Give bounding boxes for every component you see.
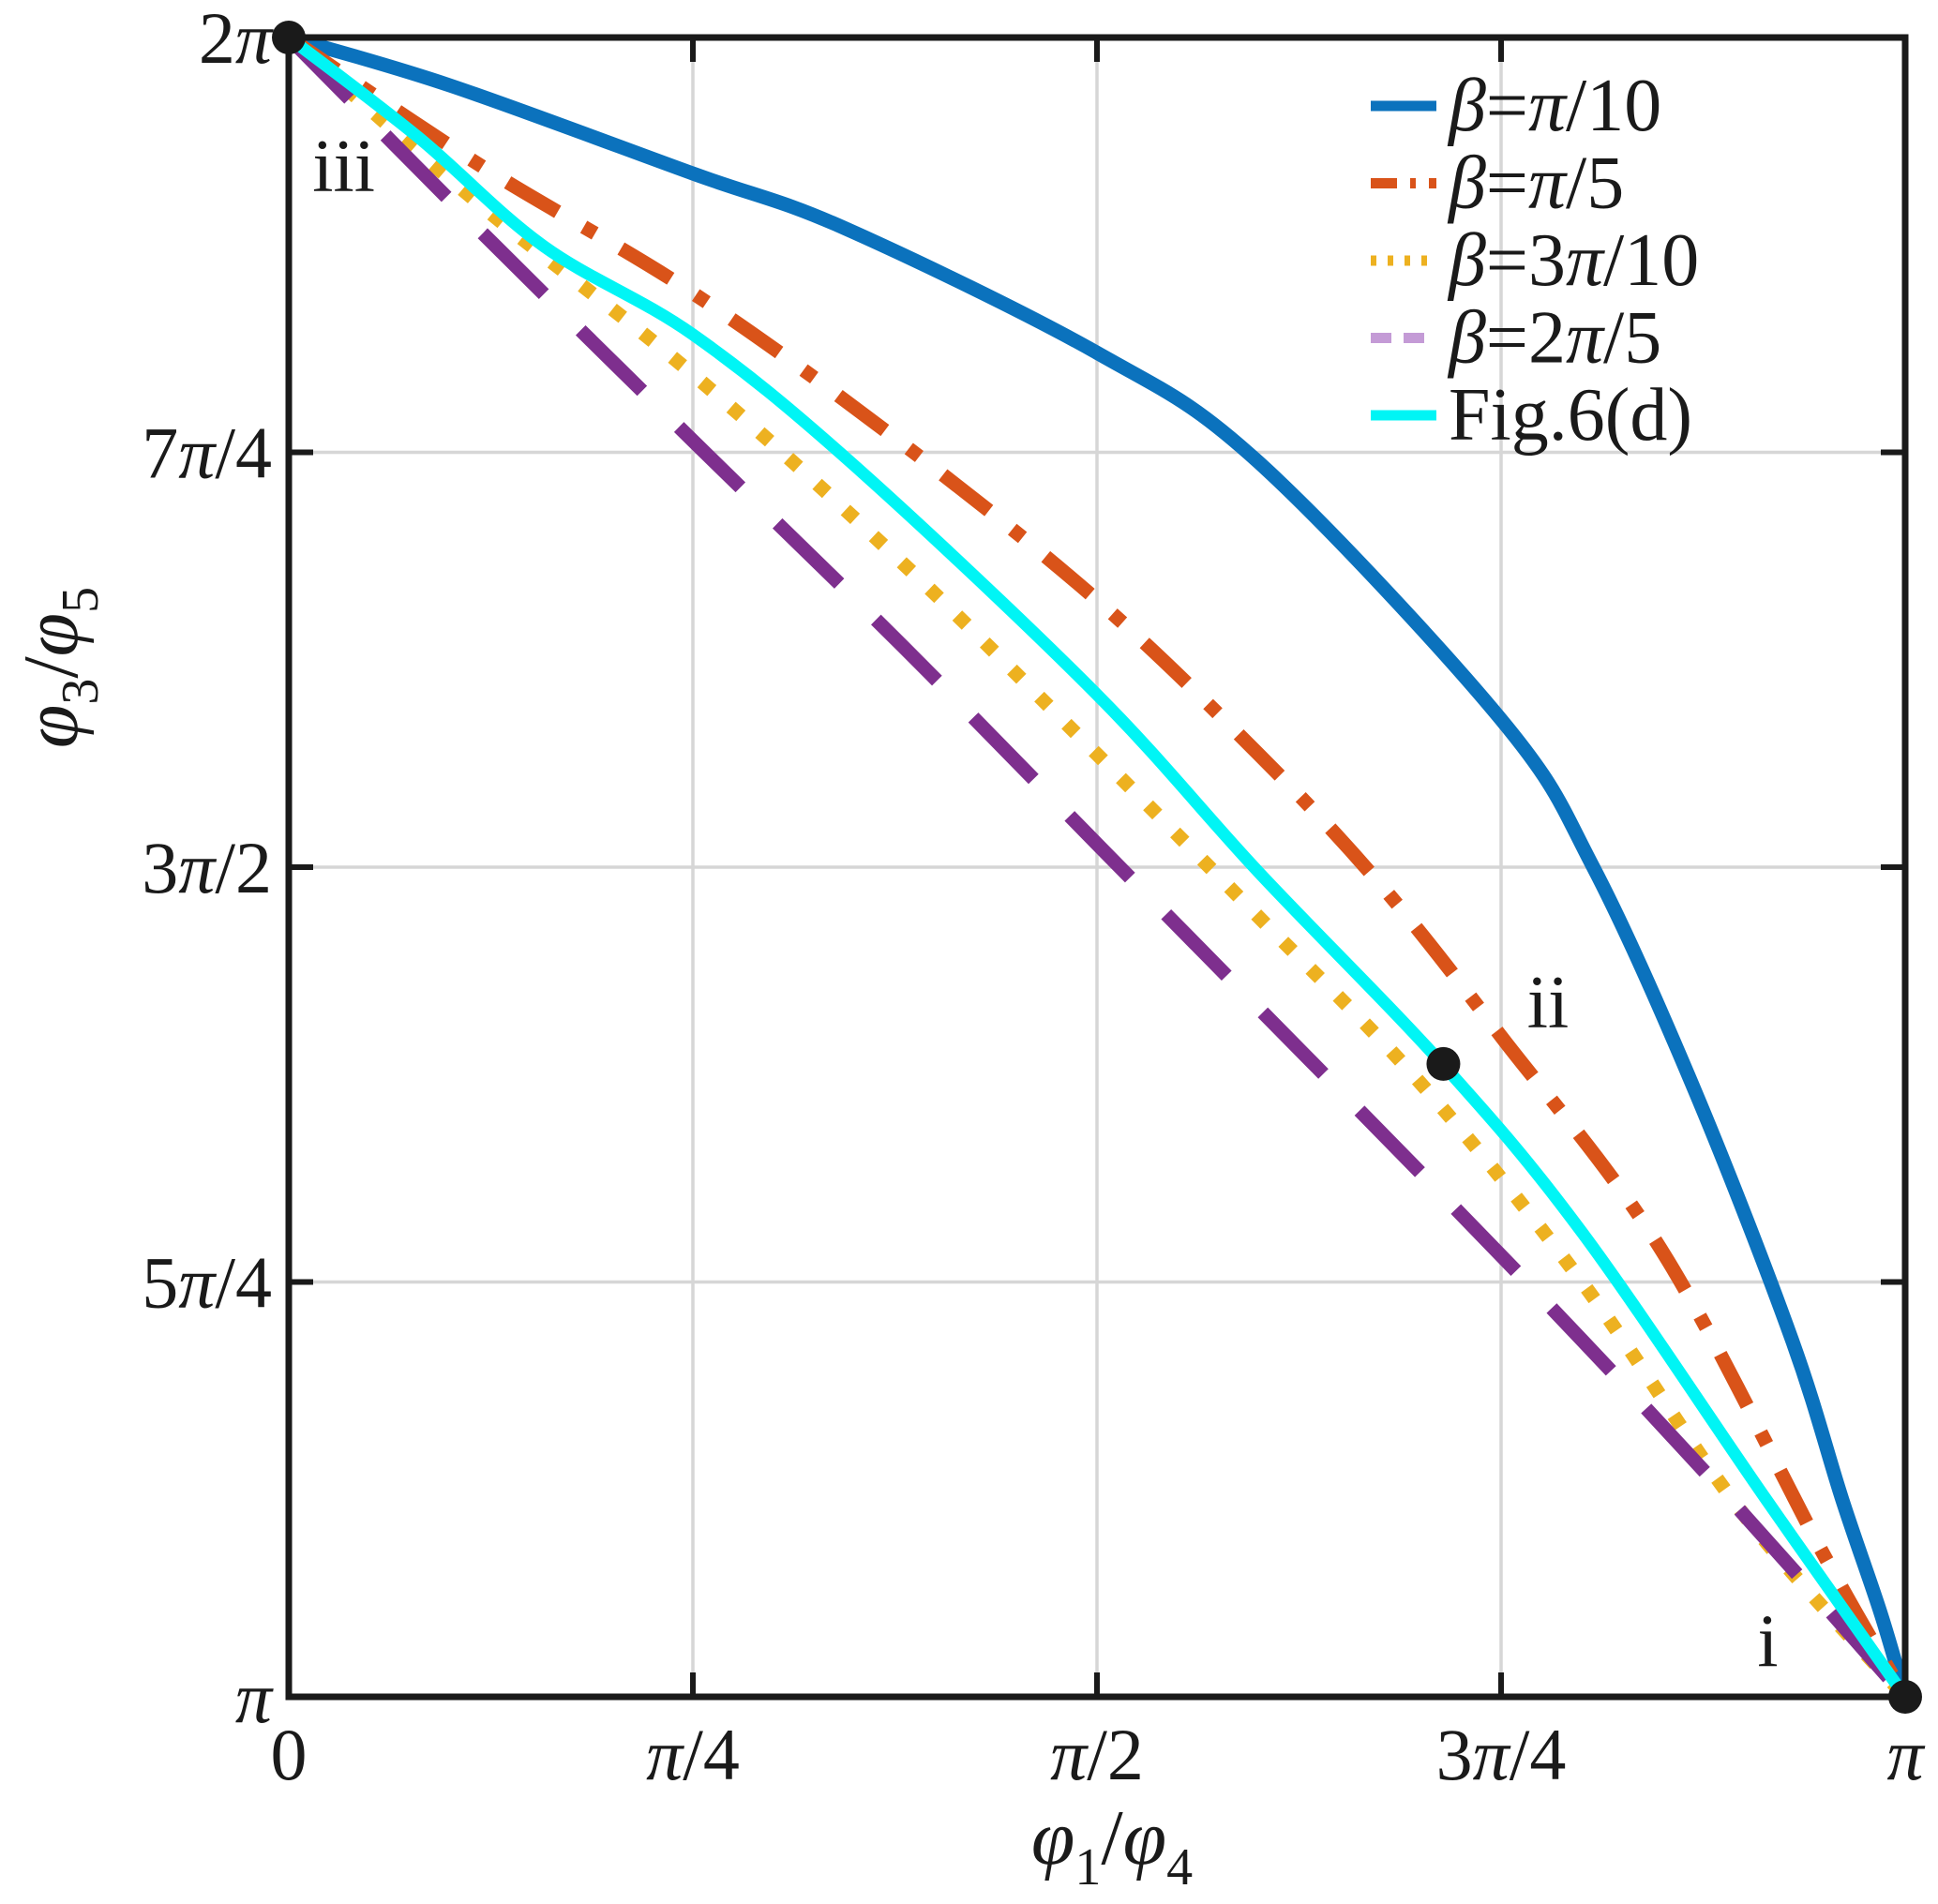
marker-dot-iii xyxy=(272,21,306,54)
y-tick-label-2: 3π/2 xyxy=(142,827,272,908)
annotation-i: i xyxy=(1757,1601,1778,1684)
y-tick-label-3: 7π/4 xyxy=(142,412,272,494)
legend-item-3: β=2π/5 xyxy=(1371,297,1661,380)
x-tick-label-3: 3π/4 xyxy=(1436,1714,1567,1795)
series-line-4 xyxy=(285,32,1911,1701)
annotation-ii: ii xyxy=(1527,962,1569,1044)
x-tick-label-1: π/4 xyxy=(646,1714,740,1795)
legend-label-1: β=π/5 xyxy=(1447,142,1624,225)
legend-label-0: β=π/10 xyxy=(1447,65,1661,147)
y-tick-label-4: 2π xyxy=(199,0,274,79)
axis-title-layer: φ1/φ4 φ3/φ5 xyxy=(8,587,1193,1897)
x-tick-label-4: π xyxy=(1886,1714,1925,1795)
series-line-3 xyxy=(283,32,1911,1702)
y-tick-label-1: 5π/4 xyxy=(142,1242,272,1324)
legend-label-2: β=3π/10 xyxy=(1447,219,1699,302)
series-line-1 xyxy=(284,31,1912,1701)
series-line-0 xyxy=(286,30,1913,1700)
legend-item-4: Fig.6(d) xyxy=(1371,374,1692,457)
tick-label-layer: 0 π/4 π/2 3π/4 π π 5π/4 3π/2 7π/4 2π xyxy=(142,0,1925,1795)
y-axis-title: φ3/φ5 xyxy=(8,587,110,748)
legend-item-0: β=π/10 xyxy=(1371,65,1661,147)
x-tick-label-0: 0 xyxy=(271,1714,308,1795)
marker-dot-ii xyxy=(1426,1046,1461,1081)
legend-label-4: Fig.6(d) xyxy=(1449,374,1692,457)
legend-label-3: β=2π/5 xyxy=(1447,297,1661,380)
series-layer xyxy=(283,30,1913,1702)
grid-layer xyxy=(289,37,1905,1697)
x-axis-title: φ1/φ4 xyxy=(1031,1794,1193,1897)
x-tick-label-2: π/2 xyxy=(1050,1714,1144,1795)
series-line-2 xyxy=(284,32,1911,1702)
marker-dot-i xyxy=(1888,1680,1922,1714)
legend-item-2: β=3π/10 xyxy=(1371,219,1699,302)
legend-item-1: β=π/5 xyxy=(1371,142,1624,225)
marker-layer xyxy=(272,21,1922,1714)
y-tick-label-0: π xyxy=(235,1657,274,1738)
axes-box-layer xyxy=(285,34,1909,1701)
annotation-iii: iii xyxy=(312,126,375,208)
